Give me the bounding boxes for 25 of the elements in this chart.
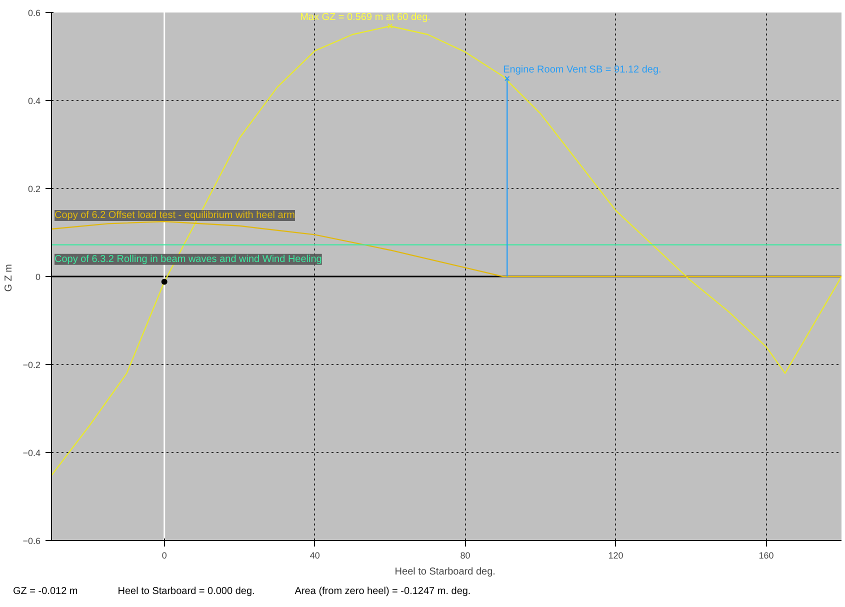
x-tick-label: 40 bbox=[310, 550, 320, 560]
line-series bbox=[52, 220, 842, 278]
point bbox=[387, 24, 393, 29]
series-label: Copy of 6.3.2 Rolling in beam waves and wind Wind Heeling bbox=[54, 254, 322, 265]
x-tick-label: 0 bbox=[162, 550, 167, 560]
line-series bbox=[52, 26, 842, 476]
y-tick-label: −0.4 bbox=[22, 448, 41, 458]
annotation: Engine Room Vent SB = 91.12 deg. bbox=[503, 64, 662, 76]
x-axis-title: Heel to Starboard deg. bbox=[394, 566, 496, 578]
y-axis-title: G Z m bbox=[4, 264, 15, 292]
annotation: Max GZ = 0.569 m at 60 deg. bbox=[300, 12, 430, 24]
y-tick-label: 0.4 bbox=[28, 96, 41, 106]
text: Area (from zero heel) = -0.1247 m. deg. bbox=[294, 586, 471, 597]
y-tick-label: 0 bbox=[35, 272, 41, 282]
series-label: Copy of 6.2 Offset load test - equilibrium with heel arm bbox=[54, 210, 295, 221]
y-tick-label: −0.2 bbox=[22, 360, 41, 370]
y-tick-label: 0.2 bbox=[28, 184, 41, 194]
x-tick-label: 120 bbox=[608, 550, 624, 560]
y-tick-label: 0.6 bbox=[28, 8, 41, 18]
y-tick-label: −0.6 bbox=[22, 536, 41, 546]
text: GZ = -0.012 m bbox=[13, 586, 78, 597]
text: Heel to Starboard = 0.000 deg. bbox=[118, 586, 255, 597]
point bbox=[161, 278, 168, 285]
x-tick-label: 160 bbox=[758, 550, 774, 560]
x-tick-label: 80 bbox=[460, 550, 470, 560]
